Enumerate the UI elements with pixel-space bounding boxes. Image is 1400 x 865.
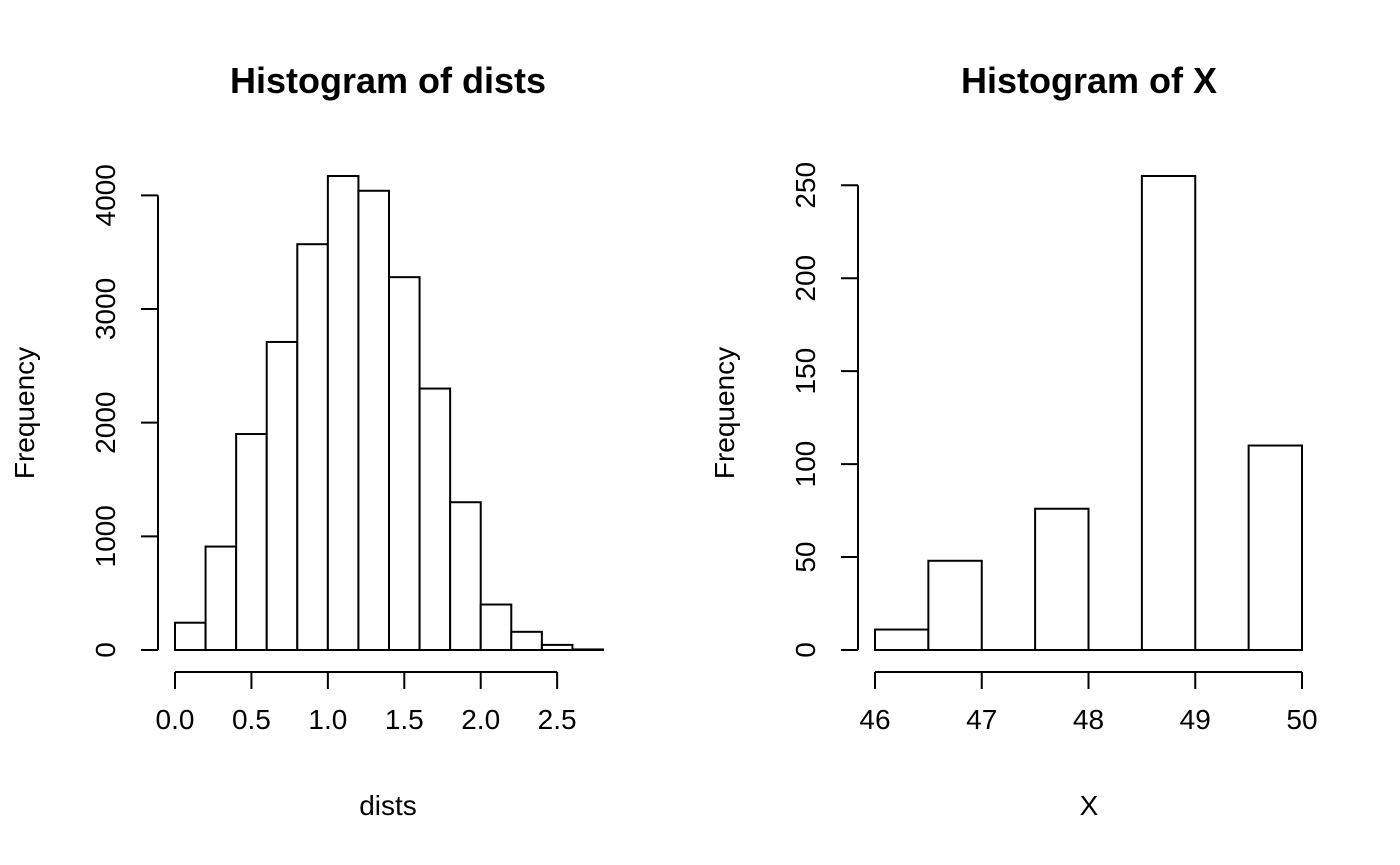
chart-title: Histogram of dists [230, 60, 546, 101]
histogram-bar [357, 189, 390, 651]
histogram-x-panel: Histogram of X X Frequency 46 47 48 49 50 0 50… [709, 60, 1318, 821]
y-tick-label: 200 [790, 255, 821, 302]
histogram-bar [204, 545, 238, 652]
x-axis-label: dists [359, 790, 417, 821]
x-tick-label: 50 [1286, 704, 1317, 735]
y-tick-label: 1000 [90, 505, 121, 567]
x-tick-label: 1.5 [385, 704, 424, 735]
histogram-bar [388, 276, 421, 651]
histogram-bar [479, 603, 513, 651]
axes: 0.0 0.5 1.0 1.5 2.0 2.5 0 1000 2000 3000 4000 [90, 164, 577, 735]
y-tick-label: 2000 [90, 392, 121, 454]
histogram-bar [265, 340, 299, 651]
chart-title: Histogram of X [961, 60, 1217, 101]
histogram-bar [1247, 444, 1303, 651]
histogram-bar [927, 559, 983, 652]
y-tick-label: 0 [790, 642, 821, 658]
histogram-bar [449, 501, 482, 652]
x-tick-label: 48 [1073, 704, 1104, 735]
y-axis-label: Frequency [9, 347, 40, 479]
y-tick-label: 4000 [90, 164, 121, 226]
histogram-dists-panel: Histogram of dists dists Frequency 0.0 0.… [9, 60, 605, 821]
x-tick-label: 1.0 [308, 704, 347, 735]
y-tick-label: 100 [790, 441, 821, 488]
histogram-bar [1034, 507, 1090, 651]
x-tick-label: 47 [966, 704, 997, 735]
y-tick-label: 250 [790, 162, 821, 209]
y-tick-label: 50 [790, 541, 821, 572]
axes: 46 47 48 49 50 0 50 100 150 200 250 [790, 162, 1318, 735]
histogram-bar [235, 433, 268, 651]
y-tick-label: 150 [790, 348, 821, 395]
histogram-bar [326, 175, 360, 651]
histogram-bar [874, 628, 930, 651]
histogram-bar [418, 387, 452, 651]
y-tick-label: 3000 [90, 278, 121, 340]
histogram-bar [571, 648, 605, 651]
x-tick-label: 46 [859, 704, 890, 735]
histogram-bars [874, 175, 1303, 652]
histogram-bar [540, 643, 574, 651]
x-tick-label: 49 [1180, 704, 1211, 735]
x-tick-label: 2.5 [538, 704, 577, 735]
y-tick-label: 0 [90, 642, 121, 658]
x-tick-label: 0.0 [156, 704, 195, 735]
x-tick-label: 2.0 [461, 704, 500, 735]
histogram-bar [1140, 175, 1197, 651]
x-axis-label: X [1080, 790, 1099, 821]
histogram-bar [510, 630, 543, 651]
histogram-bars [174, 175, 605, 652]
histogram-bar [174, 621, 207, 651]
y-axis-label: Frequency [709, 347, 740, 479]
x-tick-label: 0.5 [232, 704, 271, 735]
histogram-bar [296, 243, 329, 651]
